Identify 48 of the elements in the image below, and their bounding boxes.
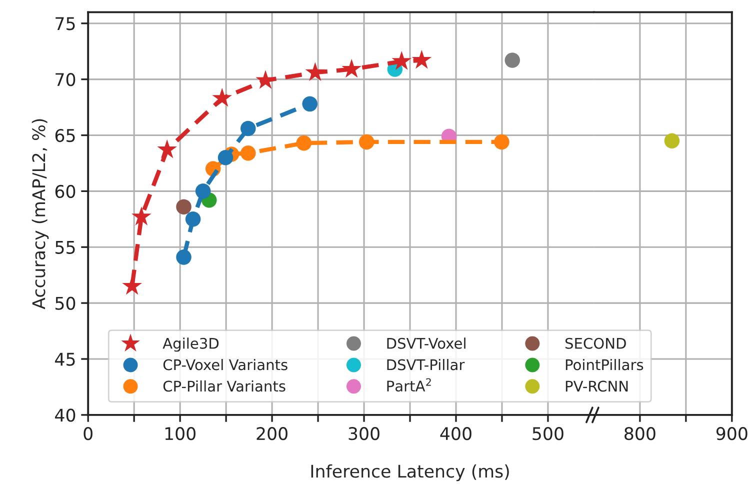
legend-label: PartA$^{2}$ <box>387 378 431 392</box>
legend-label: CP-Pillar Variants <box>163 380 286 392</box>
legend-label: CP-Voxel Variants <box>163 358 288 370</box>
legend-label: DSVT-Voxel <box>387 338 466 349</box>
y-tick-label: 50 <box>56 296 76 310</box>
point <box>392 50 412 70</box>
y-tick-label: 75 <box>56 17 75 30</box>
legend-label: PointPillars <box>566 358 644 370</box>
point <box>157 139 178 158</box>
x-axis-title: Inference Latency (ms) <box>311 464 509 482</box>
point <box>218 150 234 166</box>
point <box>256 70 276 89</box>
point <box>132 206 152 226</box>
y-tick-label: 55 <box>56 241 75 254</box>
x-tick-label: 500 <box>532 427 564 440</box>
point <box>302 96 318 112</box>
point <box>240 120 256 136</box>
y-tick-label: 45 <box>55 352 75 366</box>
x-tick-label: 300 <box>348 427 380 440</box>
y-tick-label: 70 <box>56 73 76 86</box>
point <box>412 50 432 69</box>
x-tick-label: 200 <box>256 427 288 440</box>
point <box>195 184 211 199</box>
legend-label: SECOND <box>565 338 626 349</box>
y-tick-label: 40 <box>55 408 76 422</box>
x-tick-label: 400 <box>440 427 472 440</box>
point <box>122 276 142 295</box>
point <box>504 52 520 68</box>
point <box>296 135 312 151</box>
point <box>176 250 192 265</box>
x-tick-label: 0 <box>84 427 92 440</box>
y-tick-label: 60 <box>55 184 76 198</box>
x-tick-label: 800 <box>624 427 656 440</box>
y-tick-label: 65 <box>55 128 75 142</box>
point <box>305 62 326 82</box>
point <box>240 146 256 161</box>
x-tick-label: 100 <box>165 427 196 440</box>
point <box>176 199 192 214</box>
point <box>185 212 201 227</box>
point <box>212 88 232 107</box>
y-axis-title: Accuracy (mAP/L2, %) <box>32 119 49 310</box>
legend-label: DSVT-Pillar <box>387 358 465 370</box>
x-tick-label: 900 <box>716 427 748 440</box>
legend-label: Agile3D <box>162 338 219 352</box>
point <box>342 58 362 78</box>
point <box>358 134 374 150</box>
legend-label: PV-RCNN <box>566 380 628 392</box>
point <box>494 134 510 150</box>
